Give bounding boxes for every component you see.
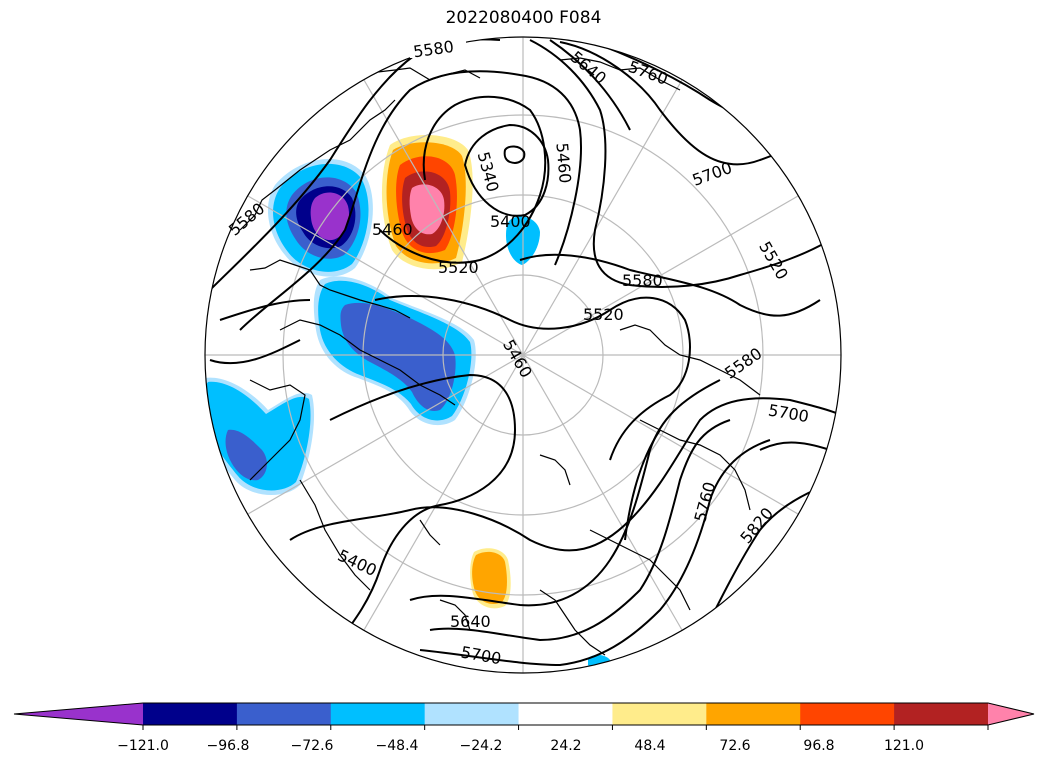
colorbar-bin bbox=[236, 703, 332, 725]
colorbar-bin bbox=[612, 703, 707, 725]
map-title: 2022080400 F084 bbox=[445, 8, 602, 28]
colorbar-tick-label: −48.4 bbox=[376, 738, 419, 754]
contour-label: 5520 bbox=[438, 258, 479, 277]
colorbar-tick-label: 24.2 bbox=[550, 738, 581, 754]
colorbar-bin bbox=[518, 703, 613, 725]
colorbar-extend-high bbox=[988, 703, 1034, 725]
colorbar-tick-label: 48.4 bbox=[634, 738, 665, 754]
positive-anomaly-north-pacific bbox=[381, 134, 473, 270]
colorbar-tick-label: −24.2 bbox=[460, 738, 503, 754]
colorbar-tick-label: −121.0 bbox=[117, 738, 169, 754]
map-boundary bbox=[204, 36, 842, 674]
colorbar-bin bbox=[424, 703, 520, 725]
graticule bbox=[205, 37, 841, 673]
negative-anomaly-canada bbox=[313, 276, 476, 426]
colorbar-bin bbox=[894, 703, 989, 725]
colorbar-bin bbox=[800, 703, 895, 725]
colorbar-bin bbox=[330, 703, 426, 725]
colorbar-bins bbox=[14, 703, 1034, 725]
colorbar-bin bbox=[706, 703, 801, 725]
contour-label: 5580 bbox=[622, 271, 663, 290]
colorbar-extend-low bbox=[14, 703, 143, 725]
colorbar-tick-labels: −121.0 −96.8 −72.6 −48.4 −24.2 24.2 48.4… bbox=[117, 738, 924, 754]
colorbar-tick-label: 121.0 bbox=[884, 738, 924, 754]
colorbar-tick-label: 96.8 bbox=[803, 738, 834, 754]
contour-label: 5520 bbox=[583, 305, 624, 324]
anomaly-fill-layer bbox=[205, 134, 612, 671]
colorbar-tick-label: −72.6 bbox=[291, 738, 334, 754]
colorbar-bin bbox=[143, 703, 238, 725]
negative-anomaly-atlantic bbox=[205, 377, 315, 496]
colorbar-ticks bbox=[142, 725, 989, 730]
negative-anomaly-alaska bbox=[267, 158, 373, 277]
colorbar-tick-label: −96.8 bbox=[207, 738, 250, 754]
contour-label: 5460 bbox=[552, 142, 574, 184]
polar-map: 5580 5460 5340 5460 5400 5640 5760 5700 … bbox=[204, 36, 842, 674]
contour-label: 5640 bbox=[450, 612, 491, 631]
contour-label: 5460 bbox=[372, 220, 413, 239]
colorbar-tick-label: 72.6 bbox=[719, 738, 750, 754]
contour-label: 5400 bbox=[490, 212, 531, 231]
